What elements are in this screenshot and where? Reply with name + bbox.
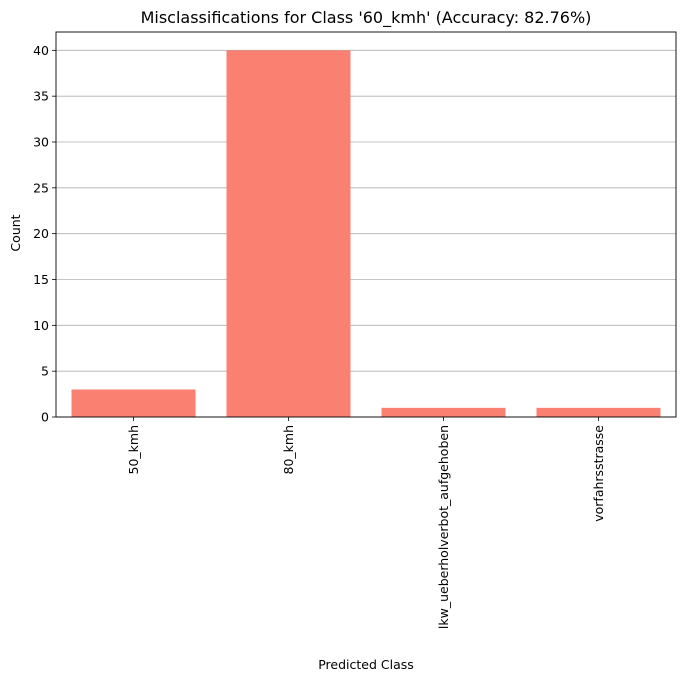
bar-lkw_ueberholverbot_aufgehoben — [381, 407, 506, 417]
bar-50_kmh — [71, 389, 196, 417]
x-tick-label: 50_kmh — [126, 425, 141, 475]
y-tick-label: 40 — [33, 43, 49, 58]
x-tick-label: 80_kmh — [281, 425, 296, 475]
y-tick-label: 5 — [41, 364, 49, 379]
y-tick-label: 35 — [33, 89, 49, 104]
y-tick-label: 15 — [33, 272, 49, 287]
y-tick-label: 10 — [33, 318, 49, 333]
x-tick-label: vorfahrsstrasse — [591, 425, 606, 522]
y-tick-label: 20 — [33, 226, 49, 241]
axes-frame — [55, 31, 677, 418]
y-tick-label: 30 — [33, 135, 49, 150]
chart-title: Misclassifications for Class '60_kmh' (A… — [141, 8, 592, 28]
y-tick-label: 25 — [33, 180, 49, 195]
grid-lines — [56, 49, 676, 418]
bar-vorfahrsstrasse — [536, 407, 661, 417]
y-axis-ticks: 0 5 10 15 20 25 30 35 40 — [33, 43, 56, 425]
x-axis-ticks: 50_kmh 80_kmh lkw_ueberholverbot_aufgehobe… — [126, 417, 606, 629]
bar-80_kmh — [226, 50, 351, 417]
x-tick-label: lkw_ueberholverbot_aufgehoben — [436, 425, 451, 629]
plot-frame — [55, 31, 677, 418]
bars — [71, 50, 661, 417]
x-axis-label: Predicted Class — [318, 657, 414, 672]
y-tick-label: 0 — [41, 410, 49, 425]
y-axis-label: Count — [8, 214, 23, 251]
